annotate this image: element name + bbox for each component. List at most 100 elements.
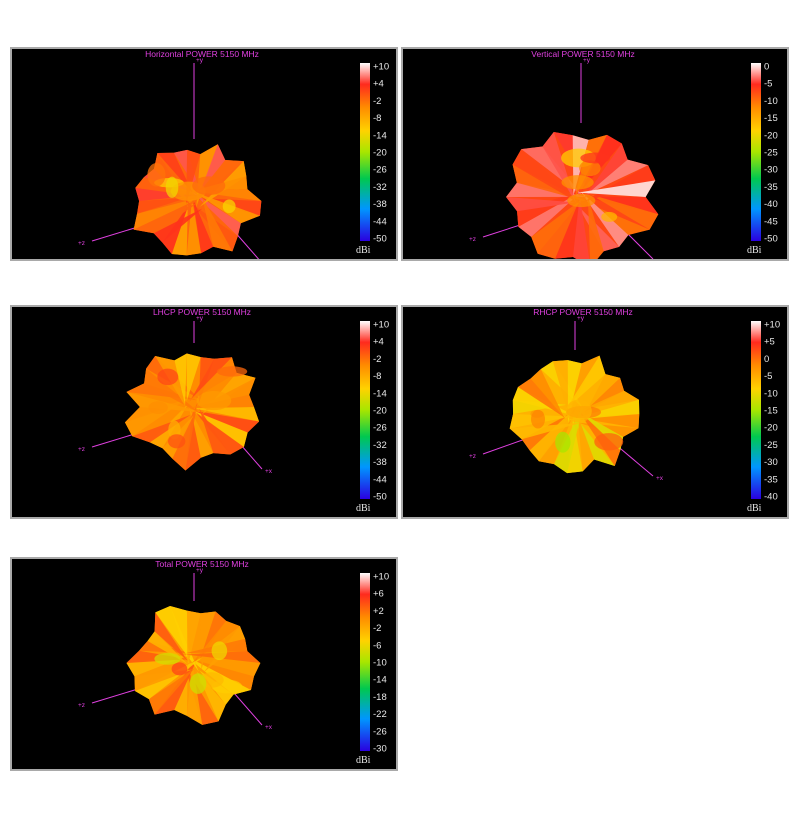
colorbar-tick-label: -14 [373,130,387,141]
pattern-facet [188,407,214,458]
pattern-panel-lhcp: LHCP POWER 5150 MHz +10 +4 -2 -8 -14 -20 -26 -3… [10,305,398,519]
pattern-facet [572,190,590,259]
colorbar-tick-label: -10 [764,388,778,399]
colorbar-tick-label: -25 [764,440,778,451]
pattern-panel-vertical: Vertical POWER 5150 MHz 0 -5 -10 -15 -20 -25 -… [401,47,789,261]
pattern-facet [126,391,203,413]
pattern-facet [552,360,569,414]
pattern-facet [567,417,583,474]
pattern-patch [594,433,624,451]
pattern-facet [587,195,604,259]
pattern-patch [567,193,596,208]
x-axis-line [233,692,263,726]
x-axis-label: +x [265,468,273,475]
colorbar-tick-label: -26 [373,726,387,737]
pattern-patch [189,673,207,694]
pattern-facet [148,668,195,715]
y-axis-label: +y [196,567,204,574]
colorbar-tick-label: 0 [764,354,769,365]
colorbar-tick-label: -44 [373,216,387,227]
colorbar-unit-label: dBi [356,503,371,514]
panel-title: Horizontal POWER 5150 MHz [145,49,259,59]
colorbar-gradient [751,63,761,241]
pattern-panel-horizontal: Horizontal POWER 5150 MHz +10 +4 -2 -8 -14 -2… [10,47,398,261]
colorbar-tick-label: -20 [373,148,387,159]
y-axis-label: +y [196,315,204,322]
colorbar-tick-label: -20 [764,423,778,434]
pattern-patch [565,399,592,423]
panel-title: RHCP POWER 5150 MHz [533,307,633,317]
pattern-facet [186,198,202,256]
colorbar-tick-label: -30 [373,744,387,755]
z-axis-label: +z [78,702,85,709]
pattern-facet [190,410,260,433]
pattern-facet [517,190,583,227]
colorbar-tick-label: -50 [373,234,387,245]
colorbar-unit-label: dBi [356,755,371,766]
colorbar-gradient [751,321,761,499]
colorbar-tick-label: -8 [373,371,381,382]
pattern-patch [148,401,168,414]
y-axis-label: +y [577,315,585,322]
pattern-facet [192,198,214,254]
colorbar-tick-label: -5 [764,79,772,90]
pattern-patch [561,175,594,190]
pattern-facet [583,377,625,413]
radiation-pattern-surface [509,355,640,474]
pattern-patch [147,162,166,187]
colorbar-tick-label: -50 [373,492,387,503]
pattern-patch [167,434,186,449]
colorbar-tick-label: 0 [764,62,769,73]
pattern-facet [509,422,582,440]
pattern-facet [537,203,579,259]
colorbar-tick-label: -40 [764,199,778,210]
pattern-panel-rhcp: RHCP POWER 5150 MHz +10 +5 0 -5 -10 -15 -20 -25… [401,305,789,519]
pattern-facet [518,378,566,418]
pattern-facet [135,187,198,201]
colorbar-tick-label: -10 [373,658,387,669]
colorbar-tick-label: -32 [373,182,387,193]
pattern-facet [186,610,201,668]
x-axis-label: +x [265,724,273,731]
pattern-facet [590,194,659,230]
radiation-pattern-surface [126,605,261,725]
pattern-patch [531,409,546,429]
radiation-pattern-surface [506,132,659,259]
pattern-patch [216,366,248,377]
colorbar-tick-label: -6 [373,640,381,651]
colorbar-tick-label: +10 [373,320,389,331]
pattern-facet [529,404,583,462]
radiation-pattern-surface [124,353,260,471]
colorbar-gradient [360,63,370,241]
pattern-facet [133,196,204,230]
pattern-facet [202,196,233,252]
pattern-facet [153,208,203,243]
x-axis-label: +x [656,258,664,259]
pattern-patch [555,431,571,453]
pattern-facet [137,197,188,214]
pattern-facet [191,620,240,664]
colorbar-tick-label: -38 [373,199,387,210]
pattern-patch [601,211,618,222]
colorbar-tick-label: -18 [373,692,387,703]
colorbar-tick-label: +6 [373,589,384,600]
colorbar-tick-label: -15 [764,113,778,124]
colorbar-unit-label: dBi [747,503,762,514]
colorbar-tick-label: -44 [373,474,387,485]
panel-title: LHCP POWER 5150 MHz [153,307,251,317]
panel-title: Total POWER 5150 MHz [155,559,249,569]
x-axis-label: +x [656,475,664,482]
colorbar-tick-label: -32 [373,440,387,451]
z-axis-label: +z [469,236,476,243]
colorbar-tick-label: -45 [764,216,778,227]
colorbar-unit-label: dBi [747,245,762,256]
pattern-facet [587,159,649,194]
colorbar-tick-label: -14 [373,388,387,399]
panel-title: Vertical POWER 5150 MHz [531,49,634,59]
z-axis-label: +z [78,240,85,247]
colorbar-tick-label: -20 [373,406,387,417]
pattern-facet [583,390,639,410]
